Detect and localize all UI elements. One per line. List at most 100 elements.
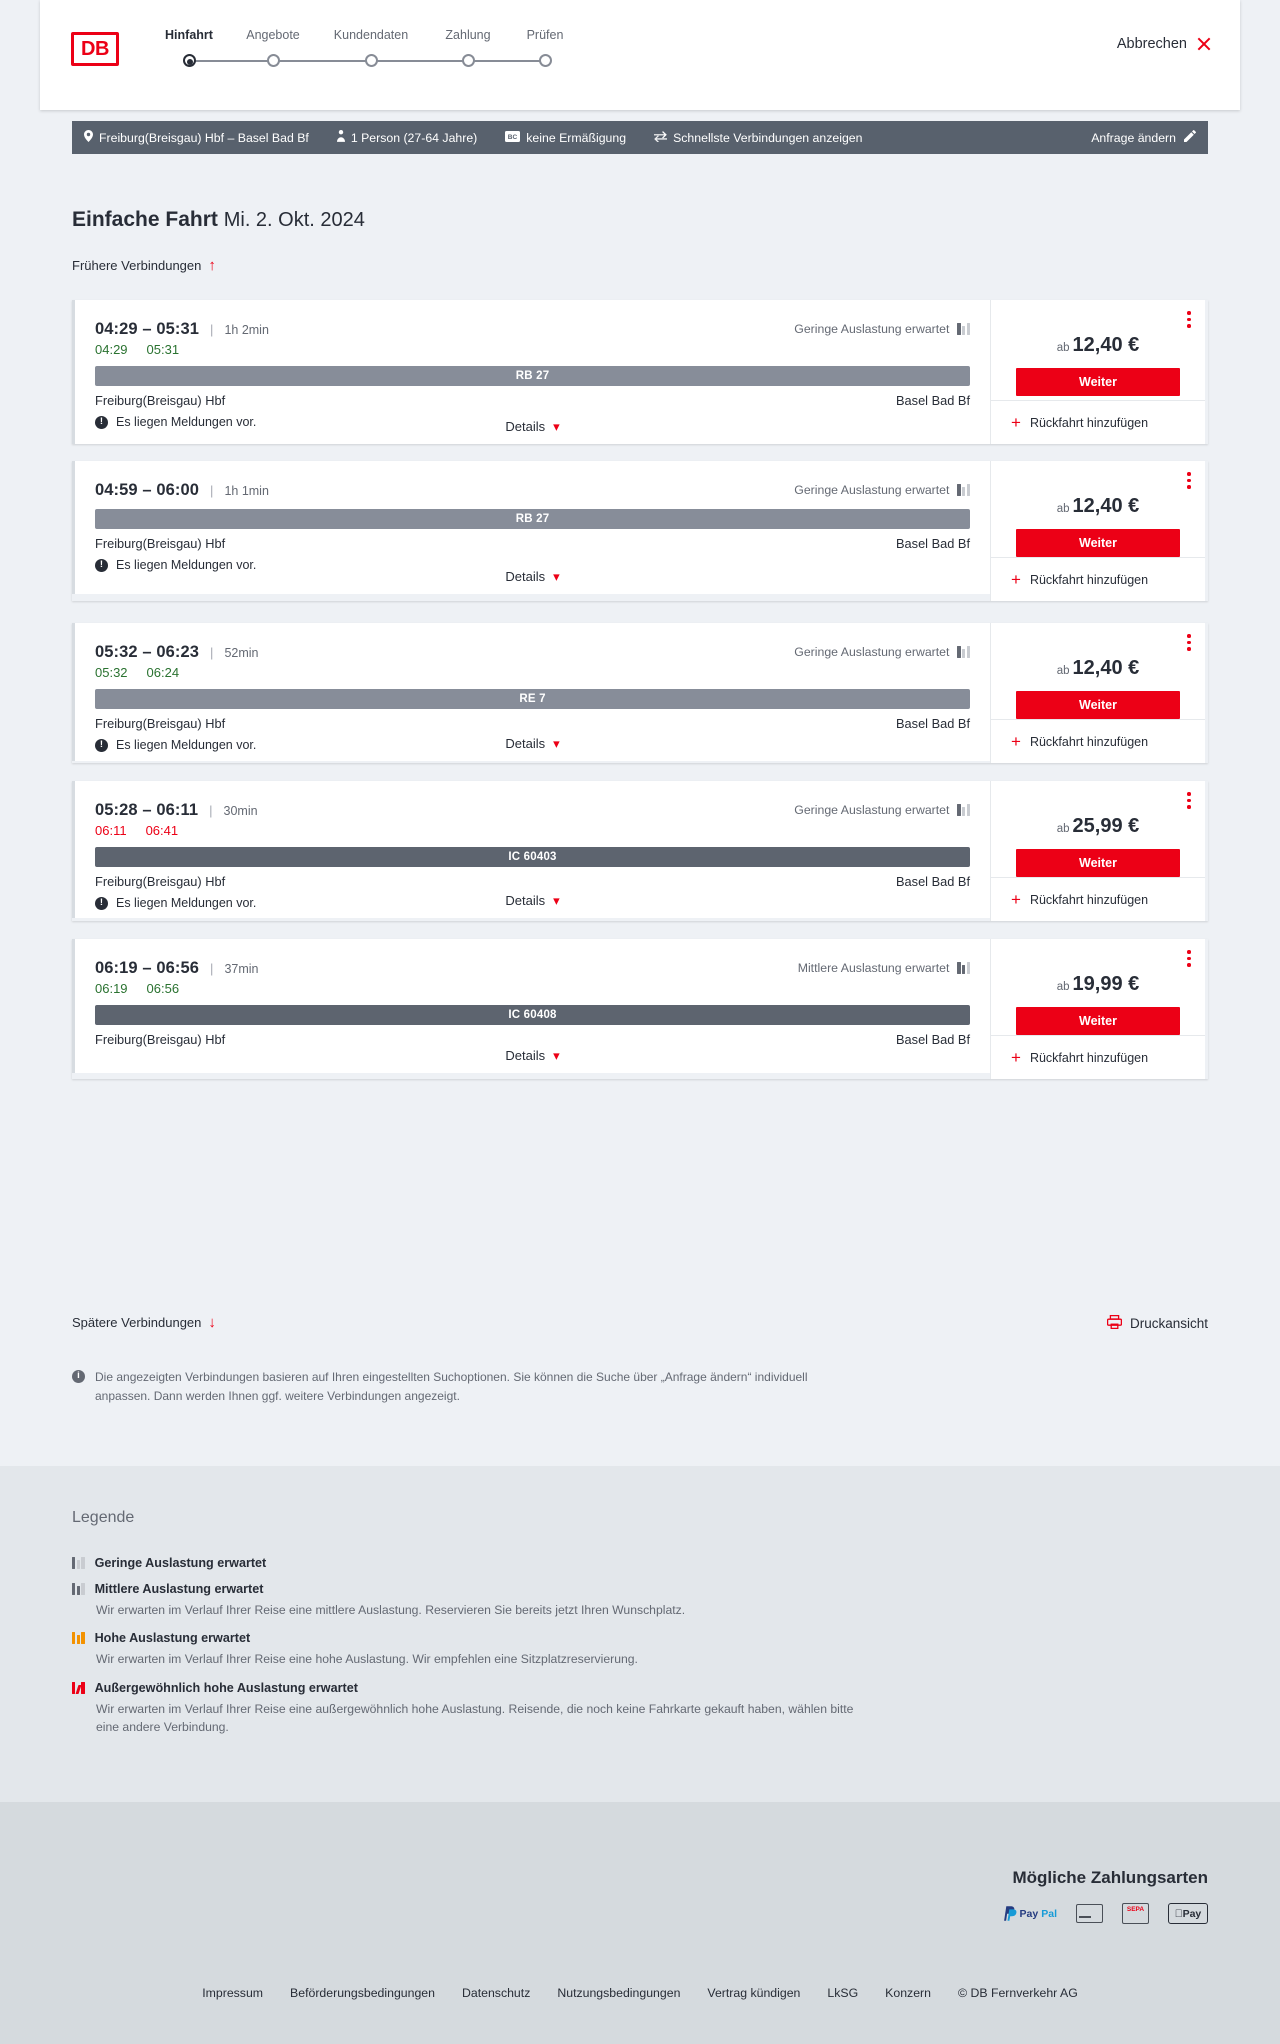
duration: 1h 1min — [224, 484, 269, 498]
step-dot-prüfen[interactable] — [538, 54, 552, 67]
step-dot-zahlung[interactable] — [461, 54, 475, 67]
continue-button[interactable]: Weiter — [1016, 691, 1180, 719]
more-options-button[interactable] — [1187, 634, 1191, 654]
add-return-label: Rückfahrt hinzufügen — [1029, 415, 1149, 430]
details-toggle[interactable]: Details ▾ — [75, 419, 990, 434]
train-service-bar[interactable]: IC 60408 — [95, 1005, 970, 1025]
chevron-down-icon: ▾ — [553, 1048, 560, 1063]
train-service-bar[interactable]: RB 27 — [95, 509, 970, 529]
scheduled-times: 04:29 – 05:31 | 1h 2min — [95, 320, 970, 339]
details-toggle[interactable]: Details ▾ — [75, 1048, 990, 1063]
footer-link[interactable]: Datenschutz — [461, 1986, 531, 2000]
continue-button[interactable]: Weiter — [1016, 368, 1180, 396]
apple-pay-icon: Pay — [1168, 1903, 1208, 1924]
more-options-button[interactable] — [1187, 311, 1191, 331]
footer-link[interactable]: Nutzungsbedingungen — [557, 1986, 681, 2000]
add-return-label: Rückfahrt hinzufügen — [1029, 572, 1149, 587]
more-options-button[interactable] — [1187, 950, 1191, 970]
step-dot-kundendaten[interactable] — [364, 54, 378, 67]
details-label: Details — [505, 1048, 546, 1063]
later-connections-button[interactable]: Spätere Verbindungen ↓ — [72, 1315, 216, 1330]
summary-passengers[interactable]: 1 Person (27-64 Jahre) — [336, 130, 477, 145]
station-row: Freiburg(Breisgau) Hbf Basel Bad Bf — [95, 536, 970, 551]
footer-link[interactable]: LkSG — [827, 1986, 859, 2000]
payment-title: Mögliche Zahlungsarten — [1012, 1868, 1208, 1887]
price-prefix: ab — [1056, 981, 1070, 993]
occupancy-bars-icon — [957, 646, 970, 658]
continue-button[interactable]: Weiter — [1016, 849, 1180, 877]
summary-discount[interactable]: BC keine Ermäßigung — [505, 130, 626, 145]
add-return-label: Rückfahrt hinzufügen — [1029, 1050, 1149, 1065]
connection-details: 05:32 – 06:23 | 52min Geringe Auslastung er… — [72, 623, 990, 761]
plus-icon: + — [1011, 570, 1021, 589]
duration: 30min — [223, 804, 258, 818]
footer-link[interactable]: Beförderungsbedingungen — [290, 1986, 435, 2000]
details-toggle[interactable]: Details ▾ — [75, 736, 990, 751]
details-label: Details — [505, 893, 546, 908]
more-options-button[interactable] — [1187, 792, 1191, 812]
chevron-down-icon: ▾ — [553, 569, 560, 584]
live-arrival: 06:56 — [146, 981, 180, 996]
print-view-label: Druckansicht — [1129, 1316, 1208, 1331]
connection-price-panel: ab 19,99 € Weiter + Rückfahrt hinzufügen — [990, 939, 1205, 1079]
details-toggle[interactable]: Details ▾ — [75, 893, 990, 908]
destination-station: Basel Bad Bf — [896, 716, 970, 731]
service-message[interactable]: ! Es liegen Meldungen vor. — [95, 415, 970, 429]
add-return-trip-button[interactable]: + Rückfahrt hinzufügen — [991, 400, 1205, 444]
scheduled-times: 06:19 – 06:56 | 37min — [95, 959, 970, 978]
occupancy-label: Geringe Auslastung erwartet — [794, 322, 950, 336]
time-divider: | — [210, 322, 214, 337]
continue-button[interactable]: Weiter — [1016, 1007, 1180, 1035]
live-departure: 04:29 — [95, 342, 128, 357]
service-message[interactable]: ! Es liegen Meldungen vor. — [95, 558, 970, 572]
step-label: Prüfen — [526, 28, 564, 42]
step-zahlung[interactable]: Zahlung — [421, 28, 515, 42]
legend-item-desc: Wir erwarten im Verlauf Ihrer Reise eine… — [96, 1652, 638, 1667]
train-service-bar[interactable]: IC 60403 — [95, 847, 970, 867]
edit-search-button[interactable]: Anfrage ändern — [1091, 130, 1196, 145]
cancel-button[interactable]: Abbrechen — [1117, 36, 1212, 52]
price: ab 25,99 € — [1057, 815, 1140, 838]
time-divider: | — [210, 483, 214, 498]
live-times: 04:29 05:31 — [95, 342, 970, 357]
connection-card: 06:19 – 06:56 | 37min Mittlere Auslastung e… — [72, 939, 1208, 1079]
cancel-label: Abbrechen — [1116, 36, 1187, 52]
add-return-trip-button[interactable]: + Rückfahrt hinzufügen — [991, 719, 1205, 763]
step-angebote[interactable]: Angebote — [225, 28, 321, 42]
service-message[interactable]: ! Es liegen Meldungen vor. — [95, 896, 970, 910]
footer-link[interactable]: Konzern — [885, 1986, 931, 2000]
legend-item-head: Hohe Auslastung erwartet — [72, 1631, 872, 1645]
step-hinfahrt[interactable]: Hinfahrt — [153, 28, 225, 42]
close-icon — [1196, 36, 1212, 52]
summary-sorting[interactable]: Schnellste Verbindungen anzeigen — [654, 131, 862, 145]
step-prüfen[interactable]: Prüfen — [515, 28, 575, 42]
step-label: Kundendaten — [333, 28, 409, 42]
footer-link[interactable]: Vertrag kündigen — [707, 1986, 801, 2000]
legend-item: Außergewöhnlich hohe Auslastung erwartet… — [72, 1681, 872, 1737]
train-service-bar[interactable]: RB 27 — [95, 366, 970, 386]
header-card: DB Hinfahrt Angebote Kundendaten Zahlung Prü… — [40, 0, 1240, 110]
summary-route[interactable]: Freiburg(Breisgau) Hbf – Basel Bad Bf — [84, 130, 309, 145]
info-icon: i — [72, 1370, 85, 1383]
occupancy-indicator: Mittlere Auslastung erwartet — [798, 961, 970, 975]
legend-title: Legende — [72, 1509, 135, 1526]
step-label: Hinfahrt — [165, 28, 213, 42]
step-dot-angebote[interactable] — [266, 54, 280, 67]
add-return-trip-button[interactable]: + Rückfahrt hinzufügen — [991, 877, 1205, 921]
print-view-button[interactable]: Druckansicht — [1106, 1314, 1208, 1332]
add-return-trip-button[interactable]: + Rückfahrt hinzufügen — [991, 557, 1205, 601]
details-toggle[interactable]: Details ▾ — [75, 569, 990, 584]
more-options-button[interactable] — [1187, 472, 1191, 492]
continue-button[interactable]: Weiter — [1016, 529, 1180, 557]
footer-link[interactable]: Impressum — [202, 1986, 264, 2000]
earlier-connections-button[interactable]: Frühere Verbindungen ↑ — [72, 258, 216, 273]
occupancy-bars-icon — [957, 962, 970, 974]
connection-details: 05:28 – 06:11 | 30min Geringe Auslastung er… — [72, 781, 990, 918]
occupancy-indicator: Geringe Auslastung erwartet — [794, 483, 970, 497]
step-kundendaten[interactable]: Kundendaten — [321, 28, 421, 42]
service-message[interactable]: ! Es liegen Meldungen vor. — [95, 738, 970, 752]
occupancy-label: Geringe Auslastung erwartet — [794, 483, 950, 497]
train-service-bar[interactable]: RE 7 — [95, 689, 970, 709]
step-dot-hinfahrt[interactable] — [182, 54, 196, 67]
add-return-trip-button[interactable]: + Rückfahrt hinzufügen — [991, 1035, 1205, 1079]
